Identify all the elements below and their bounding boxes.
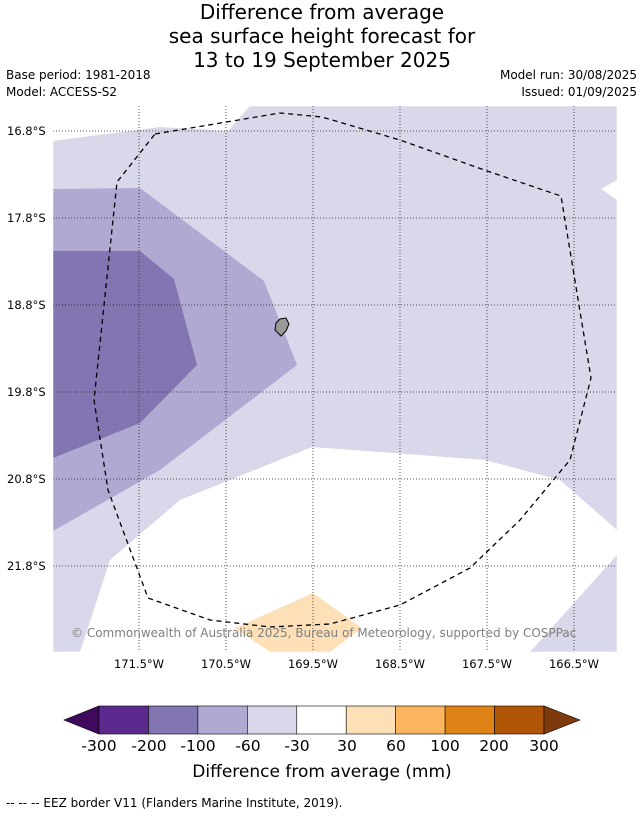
lon-label-167-5: 167.5°W: [461, 657, 513, 671]
map-frame: [52, 105, 618, 653]
anomaly-region-light-purple-southeast: [530, 555, 617, 652]
colorbar-tick: 100: [430, 737, 460, 755]
colorbar-tick: 200: [479, 737, 509, 755]
colorbar-segments: [63, 705, 581, 735]
island-shape: [274, 317, 290, 337]
lon-label-168-5: 168.5°W: [374, 657, 426, 671]
forecast-map: [52, 105, 618, 653]
colorbar-tick: 300: [529, 737, 559, 755]
colorbar-segment: [296, 705, 347, 735]
colorbar-tick: 30: [337, 737, 357, 755]
colorbar-segment: [98, 705, 149, 735]
meta-left: Base period: 1981-2018 Model: ACCESS-S2: [6, 67, 151, 101]
lon-label-166-5: 166.5°W: [548, 657, 600, 671]
model-run: Model run: 30/08/2025: [499, 68, 637, 82]
colorbar-segment: [247, 705, 298, 735]
lat-label-18-8: 18.8°S: [7, 298, 46, 312]
meta-right: Model run: 30/08/2025 Issued: 01/09/2025: [500, 67, 637, 101]
lat-label-17-8: 17.8°S: [7, 211, 46, 225]
colorbar-segment: [197, 705, 248, 735]
eez-legend-note: -- -- -- EEZ border V11 (Flanders Marine…: [6, 796, 343, 810]
colorbar-tick: -30: [284, 737, 310, 755]
title-line-3: 13 to 19 September 2025: [193, 48, 451, 72]
lon-label-169-5: 169.5°W: [287, 657, 339, 671]
colorbar-segment: [494, 705, 545, 735]
colorbar-tick: 60: [386, 737, 406, 755]
lon-label-170-5: 170.5°W: [200, 657, 252, 671]
anomaly-gap-east: [601, 180, 617, 200]
eez-border: [93, 112, 592, 628]
lat-label-21-8: 21.8°S: [7, 559, 46, 573]
colorbar-segment: [148, 705, 199, 735]
copyright-notice: © Commonwealth of Australia 2025, Bureau…: [71, 626, 577, 640]
anomaly-region-light-orange: [235, 593, 362, 652]
title-line-1: Difference from average: [199, 0, 445, 24]
gridlines: [53, 106, 617, 652]
colorbar-tick: -300: [81, 737, 117, 755]
colorbar-segment: [395, 705, 446, 735]
colorbar-label: Difference from average (mm): [192, 762, 452, 782]
lon-label-171-5: 171.5°W: [113, 657, 165, 671]
colorbar-segment: [444, 705, 495, 735]
anomaly-gap-northwest: [53, 106, 250, 141]
anomaly-region-dark-purple: [53, 251, 197, 458]
colorbar-segment: [345, 705, 396, 735]
lat-label-20-8: 20.8°S: [7, 472, 46, 486]
title-line-2: sea surface height forecast for: [168, 24, 476, 48]
colorbar-tick: -60: [235, 737, 261, 755]
map-title: Difference from average sea surface heig…: [0, 0, 644, 72]
colorbar: [63, 705, 581, 735]
lat-label-16-8: 16.8°S: [7, 124, 46, 138]
colorbar-tick: -100: [180, 737, 216, 755]
colorbar-extend-min: [63, 705, 100, 735]
colorbar-tick: -200: [131, 737, 167, 755]
issued-date: Issued: 01/09/2025: [521, 85, 637, 99]
model-name: Model: ACCESS-S2: [6, 85, 118, 99]
lat-label-19-8: 19.8°S: [7, 385, 46, 399]
colorbar-extend-max: [543, 705, 581, 735]
base-period: Base period: 1981-2018: [6, 68, 151, 82]
